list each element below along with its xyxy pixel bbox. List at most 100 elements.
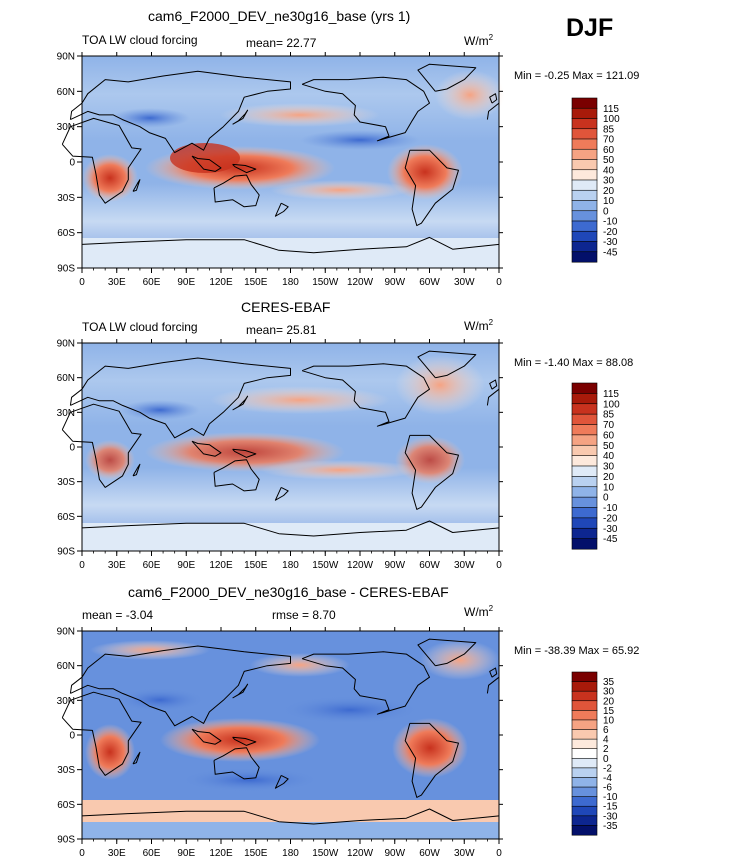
lon-tick-label: 0 bbox=[496, 848, 502, 859]
colorbar-box bbox=[571, 413, 598, 425]
colorbar-label: -6 bbox=[603, 783, 612, 794]
coastline bbox=[232, 448, 257, 458]
colorbar-box bbox=[571, 251, 598, 263]
coastline bbox=[274, 486, 289, 501]
lon-tick-label: 120E bbox=[209, 277, 233, 288]
panel-2-left-label: TOA LW cloud forcing bbox=[82, 320, 198, 334]
colorbar-box bbox=[571, 455, 598, 467]
coastline bbox=[486, 388, 500, 406]
lat-tick-label: 60N bbox=[57, 87, 75, 98]
coastline bbox=[404, 434, 459, 510]
colorbar-box bbox=[571, 465, 598, 477]
coastline bbox=[274, 202, 289, 217]
lat-tick-label: 60N bbox=[57, 373, 75, 384]
panel-2-title: CERES-EBAF bbox=[241, 299, 331, 315]
coastline bbox=[232, 683, 249, 699]
colorbar-box bbox=[571, 786, 598, 798]
panel-3-left-label: mean = -3.04 bbox=[82, 608, 154, 622]
coastline bbox=[69, 70, 291, 154]
coastline bbox=[417, 63, 477, 92]
colorbar-label: 20 bbox=[603, 696, 615, 707]
lon-tick-label: 0 bbox=[79, 277, 85, 288]
colorbar-label: -30 bbox=[603, 237, 618, 248]
coastline bbox=[191, 440, 222, 457]
panel-1-title: cam6_F2000_DEV_ne30g16_base (yrs 1) bbox=[148, 8, 411, 24]
coastline bbox=[417, 350, 477, 379]
colorbar-box bbox=[571, 200, 598, 212]
colorbar-box bbox=[571, 138, 598, 150]
lon-tick-label: 90W bbox=[384, 848, 405, 859]
colorbar-box bbox=[571, 179, 598, 191]
lat-tick-label: 60S bbox=[57, 800, 75, 811]
colorbar-box bbox=[571, 403, 598, 415]
panel-2-map bbox=[82, 343, 499, 551]
panel-2-coastlines bbox=[61, 350, 500, 537]
colorbar-box bbox=[571, 671, 598, 683]
coastline bbox=[132, 463, 141, 477]
colorbar-label: -35 bbox=[603, 821, 618, 832]
panel-2-center-label: mean= 25.81 bbox=[246, 323, 317, 337]
coastline bbox=[486, 102, 500, 120]
coastline bbox=[489, 379, 498, 390]
colorbar-box bbox=[571, 738, 598, 750]
lon-tick-label: 90W bbox=[384, 560, 405, 571]
panel-3-axes: 90N 60N 30N 0 30S 60S 90S 0 30E 60E 90E 120E 150E 180… bbox=[57, 627, 503, 859]
lon-tick-label: 150E bbox=[244, 560, 268, 571]
colorbar-label: 0 bbox=[603, 493, 609, 504]
coastline bbox=[61, 403, 142, 488]
coastline bbox=[61, 691, 142, 776]
lon-tick-label: 150E bbox=[244, 277, 268, 288]
colorbar-box bbox=[571, 681, 598, 692]
colorbar-label: -10 bbox=[603, 503, 618, 514]
colorbar-box bbox=[571, 393, 598, 405]
lon-tick-label: 30E bbox=[108, 560, 126, 571]
coastline bbox=[232, 395, 249, 411]
colorbar-label: 70 bbox=[603, 420, 615, 431]
colorbar-label: -2 bbox=[603, 763, 612, 774]
colorbar-label: 0 bbox=[603, 206, 609, 217]
colorbar-box bbox=[571, 476, 598, 488]
coastline bbox=[81, 236, 500, 254]
colorbar-box bbox=[571, 107, 598, 119]
colorbar-box bbox=[571, 230, 598, 242]
coastline bbox=[301, 76, 430, 142]
colorbar-box bbox=[571, 382, 598, 394]
colorbar-label: 10 bbox=[603, 715, 615, 726]
lat-tick-label: 60S bbox=[57, 512, 75, 523]
lon-tick-label: 30E bbox=[108, 277, 126, 288]
lon-tick-label: 60W bbox=[419, 277, 440, 288]
colorbar-box bbox=[571, 486, 598, 498]
colorbar-label: 20 bbox=[603, 472, 615, 483]
lon-tick-label: 0 bbox=[496, 277, 502, 288]
colorbar-label: 2 bbox=[603, 744, 609, 755]
lat-tick-label: 30S bbox=[57, 193, 75, 204]
panel-3-coastlines bbox=[61, 638, 500, 825]
colorbar-label: -20 bbox=[603, 513, 618, 524]
panel-2-minmax: Min = -1.40 Max = 88.08 bbox=[514, 357, 634, 369]
colorbar-box bbox=[571, 805, 598, 817]
colorbar-label: -10 bbox=[603, 217, 618, 228]
lat-tick-label: 0 bbox=[69, 443, 75, 454]
panel-1-minmax: Min = -0.25 Max = 121.09 bbox=[514, 70, 640, 82]
lat-tick-label: 90S bbox=[57, 547, 75, 558]
colorbar-label: 35 bbox=[603, 677, 615, 688]
colorbar-box bbox=[571, 719, 598, 731]
lon-tick-label: 60E bbox=[143, 848, 161, 859]
colorbar-label: 15 bbox=[603, 706, 615, 717]
lon-tick-label: 90E bbox=[177, 277, 195, 288]
lat-tick-label: 60S bbox=[57, 228, 75, 239]
colorbar-box bbox=[571, 97, 598, 109]
lon-tick-label: 90W bbox=[384, 277, 405, 288]
lat-tick-label: 30N bbox=[57, 696, 75, 707]
coastline bbox=[69, 645, 291, 727]
lon-tick-label: 120W bbox=[347, 277, 374, 288]
lon-tick-label: 120E bbox=[209, 560, 233, 571]
colorbar-box bbox=[571, 210, 598, 222]
lon-tick-label: 30W bbox=[454, 277, 475, 288]
colorbar-box bbox=[571, 424, 598, 436]
colorbar-label: 30 bbox=[603, 687, 615, 698]
colorbar-box bbox=[571, 700, 598, 711]
panel-1-axes: 90N 60N 30N 0 30S 60S 90S 0 30E 60E 90E 120E 150E 180… bbox=[57, 52, 503, 288]
panel-3-minmax: Min = -38.39 Max = 65.92 bbox=[514, 645, 640, 657]
